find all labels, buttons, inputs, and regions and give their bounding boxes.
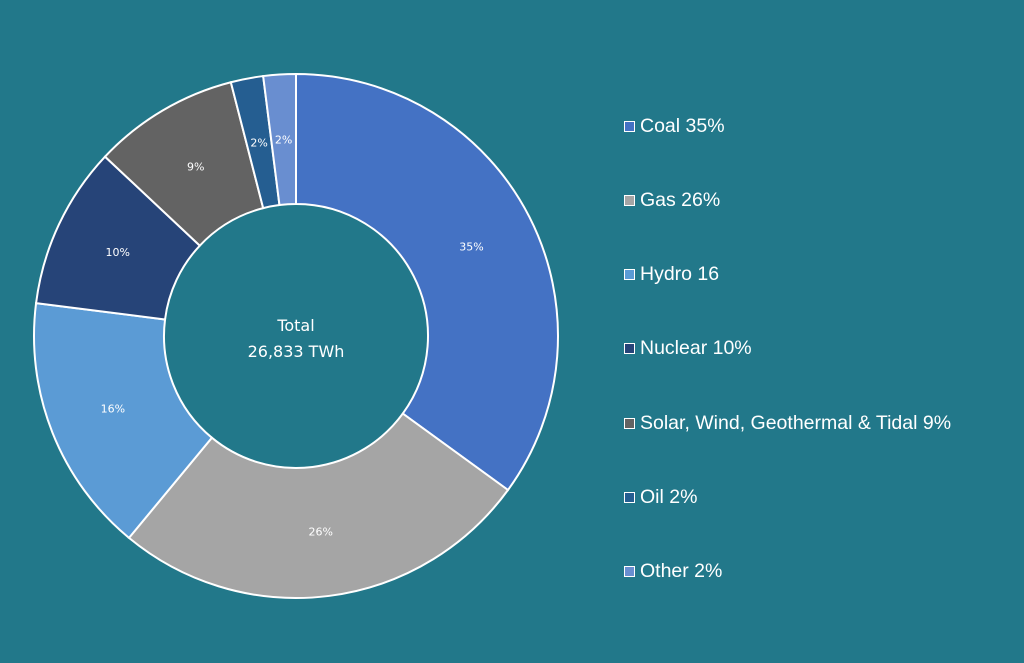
- legend-item-oil: Oil 2%: [624, 483, 951, 511]
- legend-item-nuclear: Nuclear 10%: [624, 335, 951, 363]
- data-label-other: 2%: [275, 133, 292, 146]
- legend-item-coal: Coal 35%: [624, 112, 951, 140]
- slice-other: [262, 72, 297, 207]
- legend-swatch-other: [624, 566, 635, 578]
- legend-swatch-nuclear: [624, 343, 635, 355]
- legend-label-hydro: Hydro 16: [640, 263, 720, 286]
- legend-item-gas: Gas 26%: [624, 186, 951, 214]
- legend: Coal 35% Gas 26% Hydro 16 Nuclear 10% Solar,…: [624, 112, 951, 632]
- data-label-nuclear: 10%: [106, 246, 130, 259]
- legend-swatch-coal: [624, 120, 635, 132]
- slices-group: [33, 72, 559, 599]
- legend-label-solar-wind-geothermal-tidal: Solar, Wind, Geothermal & Tidal 9%: [640, 411, 952, 434]
- slice-coal: [295, 72, 559, 492]
- legend-swatch-solar-wind-geothermal-tidal: [624, 417, 635, 429]
- legend-label-oil: Oil 2%: [640, 485, 698, 508]
- legend-swatch-gas: [624, 194, 635, 206]
- donut-chart: 35% 26% 16% 10% 9% 2% 2% Total 26,833 TWh: [33, 72, 559, 599]
- data-label-gas: 26%: [308, 525, 332, 538]
- legend-label-nuclear: Nuclear 10%: [640, 337, 752, 360]
- legend-swatch-oil: [624, 491, 635, 503]
- legend-label-other: Other 2%: [640, 560, 723, 583]
- data-label-hydro: 16%: [101, 403, 125, 416]
- legend-item-hydro: Hydro 16: [624, 261, 951, 289]
- legend-item-solar-wind-geothermal-tidal: Solar, Wind, Geothermal & Tidal 9%: [624, 409, 951, 437]
- legend-item-other: Other 2%: [624, 558, 951, 586]
- legend-label-coal: Coal 35%: [640, 114, 725, 137]
- legend-label-gas: Gas 26%: [640, 188, 721, 211]
- center-label-value: 26,833 TWh: [248, 342, 345, 361]
- data-label-oil: 2%: [250, 136, 267, 149]
- labels-group: 35% 26% 16% 10% 9% 2% 2%: [101, 133, 484, 538]
- slice-hydro: [33, 302, 214, 540]
- center-label-total: Total: [276, 316, 314, 335]
- data-label-solar-wind-geothermal-tidal: 9%: [187, 160, 204, 173]
- slice-gas: [127, 412, 510, 599]
- donut-svg: 35% 26% 16% 10% 9% 2% 2% Total 26,833 TWh: [33, 72, 559, 599]
- data-label-coal: 35%: [459, 241, 483, 254]
- legend-swatch-hydro: [624, 269, 635, 281]
